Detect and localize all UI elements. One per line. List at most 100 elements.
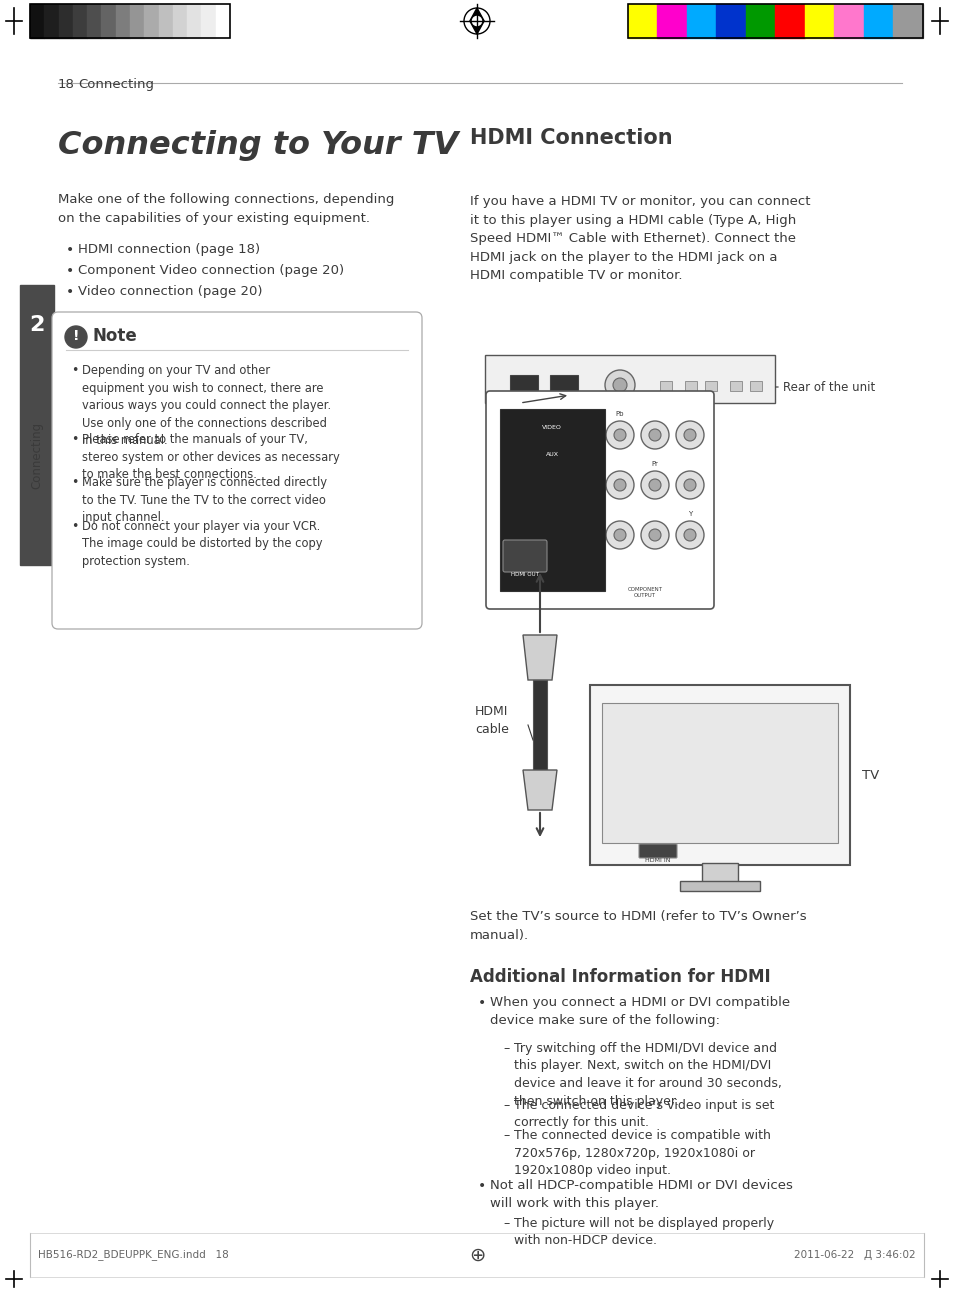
Polygon shape xyxy=(522,635,557,680)
Circle shape xyxy=(676,471,703,498)
Text: •: • xyxy=(66,243,74,256)
Circle shape xyxy=(683,529,696,540)
Bar xyxy=(775,4,804,38)
Text: •: • xyxy=(71,519,78,533)
Text: Pb: Pb xyxy=(615,412,623,417)
Bar xyxy=(215,4,230,38)
Bar xyxy=(659,381,671,391)
Text: –: – xyxy=(502,1130,509,1143)
Bar xyxy=(187,4,201,38)
Bar xyxy=(510,375,537,394)
Bar xyxy=(701,863,738,882)
Text: •: • xyxy=(66,285,74,299)
Text: Do not connect your player via your VCR.
The image could be distorted by the cop: Do not connect your player via your VCR.… xyxy=(82,519,322,568)
Bar xyxy=(115,4,130,38)
Text: Set the TV’s source to HDMI (refer to TV’s Owner’s
manual).: Set the TV’s source to HDMI (refer to TV… xyxy=(470,910,806,942)
Circle shape xyxy=(605,471,634,498)
Bar xyxy=(30,4,230,38)
Bar xyxy=(745,4,775,38)
Circle shape xyxy=(676,421,703,448)
Bar xyxy=(804,4,834,38)
Circle shape xyxy=(640,471,668,498)
Text: Make one of the following connections, depending
on the capabilities of your exi: Make one of the following connections, d… xyxy=(58,193,394,225)
Text: 2011-06-22   Д 3:46:02: 2011-06-22 Д 3:46:02 xyxy=(794,1251,915,1260)
Bar xyxy=(72,4,87,38)
Bar xyxy=(172,4,187,38)
Bar xyxy=(130,4,144,38)
Circle shape xyxy=(65,326,87,348)
Text: Pr: Pr xyxy=(651,462,658,467)
Bar xyxy=(601,704,837,843)
Bar xyxy=(863,4,893,38)
Text: Connecting: Connecting xyxy=(30,421,44,489)
FancyBboxPatch shape xyxy=(502,540,546,572)
Text: Not all HDCP-compatible HDMI or DVI devices
will work with this player.: Not all HDCP-compatible HDMI or DVI devi… xyxy=(490,1178,792,1210)
Bar xyxy=(686,4,716,38)
Bar xyxy=(499,409,604,590)
Bar xyxy=(101,4,115,38)
Bar xyxy=(87,4,101,38)
Text: –: – xyxy=(502,1099,509,1111)
Circle shape xyxy=(613,377,626,392)
Text: •: • xyxy=(71,476,78,489)
Text: The picture will not be displayed properly
with non-HDCP device.: The picture will not be displayed proper… xyxy=(514,1216,773,1248)
Text: HDMI
cable: HDMI cable xyxy=(475,705,508,735)
Text: HDMI Connection: HDMI Connection xyxy=(470,128,672,149)
Bar xyxy=(684,381,697,391)
Text: 18: 18 xyxy=(58,78,74,91)
Text: Connecting to Your TV: Connecting to Your TV xyxy=(58,130,457,160)
Circle shape xyxy=(640,421,668,448)
Circle shape xyxy=(683,429,696,441)
Text: 2: 2 xyxy=(30,316,45,335)
FancyBboxPatch shape xyxy=(485,391,713,609)
Text: –: – xyxy=(502,1216,509,1230)
Text: TV: TV xyxy=(862,768,879,781)
Circle shape xyxy=(605,521,634,548)
Text: VIDEO: VIDEO xyxy=(541,425,561,430)
Text: Connecting: Connecting xyxy=(78,78,153,91)
Bar xyxy=(716,4,745,38)
Bar xyxy=(627,4,923,38)
Text: Y: Y xyxy=(687,512,691,517)
Text: HDMI IN: HDMI IN xyxy=(644,857,670,863)
Text: COMPONENT
OUTPUT: COMPONENT OUTPUT xyxy=(627,588,661,598)
Bar xyxy=(484,355,774,402)
Bar xyxy=(657,4,686,38)
Bar xyxy=(201,4,215,38)
Text: Component Video connection (page 20): Component Video connection (page 20) xyxy=(78,264,344,277)
Bar xyxy=(704,381,717,391)
Circle shape xyxy=(648,479,660,490)
Text: HDMI connection (page 18): HDMI connection (page 18) xyxy=(78,243,260,256)
Circle shape xyxy=(614,429,625,441)
Text: •: • xyxy=(477,995,486,1010)
Bar xyxy=(893,4,923,38)
Bar xyxy=(729,381,741,391)
Text: Additional Information for HDMI: Additional Information for HDMI xyxy=(470,968,770,986)
Text: If you have a HDMI TV or monitor, you can connect
it to this player using a HDMI: If you have a HDMI TV or monitor, you ca… xyxy=(470,195,810,281)
Text: Try switching off the HDMI/DVI device and
this player. Next, switch on the HDMI/: Try switching off the HDMI/DVI device an… xyxy=(514,1041,781,1107)
Text: INPUT: INPUT xyxy=(538,593,557,598)
Text: Video connection (page 20): Video connection (page 20) xyxy=(78,285,262,299)
Bar xyxy=(144,4,158,38)
Text: OUTPUT: OUTPUT xyxy=(565,593,590,598)
Bar xyxy=(20,285,54,565)
Circle shape xyxy=(604,370,635,400)
Polygon shape xyxy=(522,771,557,810)
Bar xyxy=(679,881,760,892)
Text: The connected device is compatible with
720x576p, 1280x720p, 1920x1080i or
1920x: The connected device is compatible with … xyxy=(514,1130,770,1177)
Text: When you connect a HDMI or DVI compatible
device make sure of the following:: When you connect a HDMI or DVI compatibl… xyxy=(490,995,789,1027)
Bar xyxy=(30,4,44,38)
Bar xyxy=(58,4,72,38)
Text: •: • xyxy=(71,364,78,377)
Bar xyxy=(589,685,849,865)
Bar xyxy=(749,381,761,391)
Circle shape xyxy=(640,521,668,548)
Text: ⊕: ⊕ xyxy=(468,1245,485,1265)
Bar xyxy=(533,680,546,771)
Text: HB516-RD2_BDEUPPK_ENG.indd   18: HB516-RD2_BDEUPPK_ENG.indd 18 xyxy=(38,1249,229,1261)
Text: AUX: AUX xyxy=(545,451,558,456)
Text: •: • xyxy=(71,433,78,446)
Circle shape xyxy=(648,529,660,540)
Bar xyxy=(627,4,657,38)
Polygon shape xyxy=(470,8,483,34)
